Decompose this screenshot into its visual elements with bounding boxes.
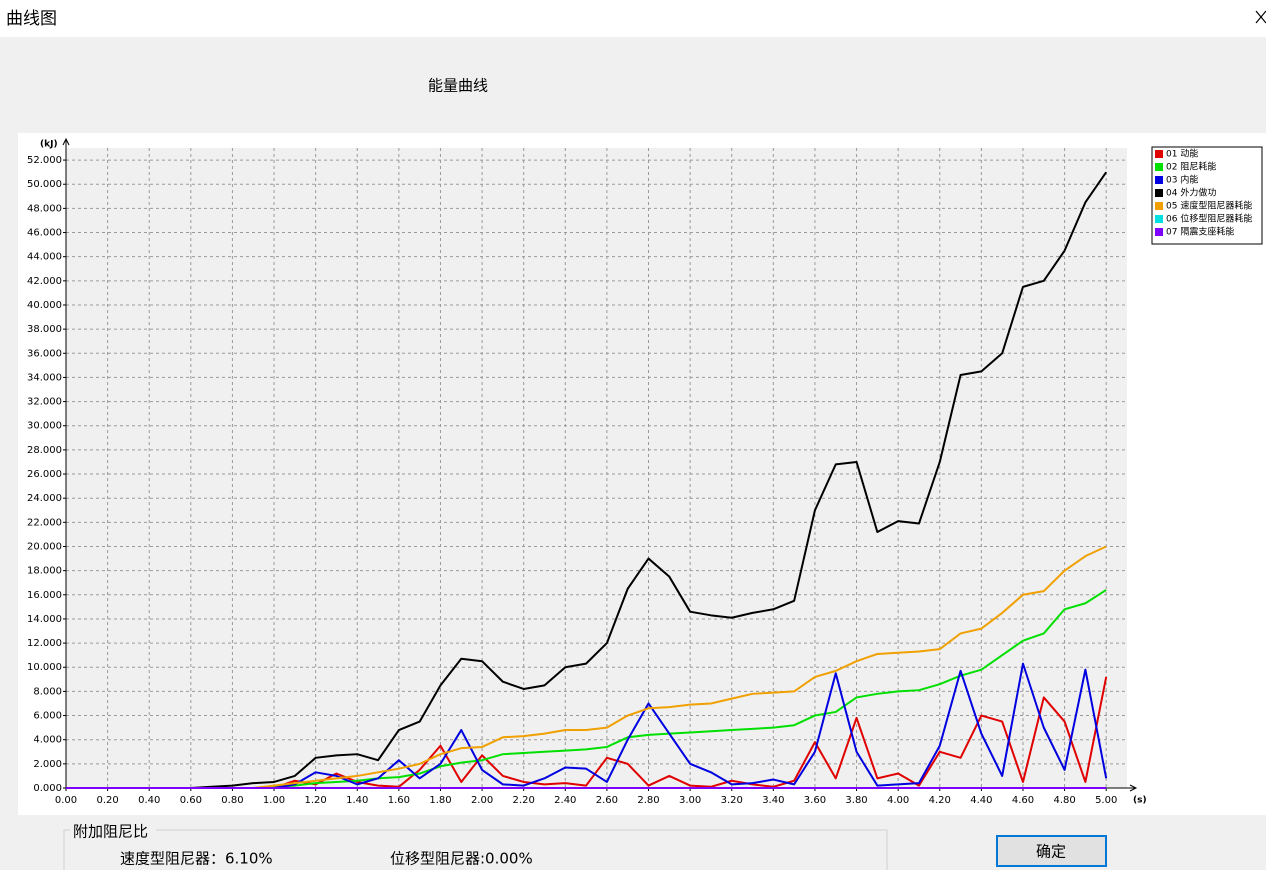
x-tick-label: 3.20 [721, 795, 743, 806]
legend-swatch [1155, 163, 1163, 171]
y-tick-label: 14.000 [27, 614, 62, 625]
y-tick-label: 22.000 [27, 517, 62, 528]
y-tick-label: 32.000 [27, 397, 62, 408]
y-tick-label: 18.000 [27, 566, 62, 577]
legend-swatch [1155, 189, 1163, 197]
x-tick-label: 2.80 [637, 795, 659, 806]
x-tick-label: 3.80 [845, 795, 867, 806]
legend-swatch [1155, 176, 1163, 184]
displacement-damper-ratio: 位移型阻尼器:0.00% [390, 850, 533, 868]
x-tick-label: 4.20 [929, 795, 951, 806]
y-tick-label: 52.000 [27, 155, 62, 166]
group-box [63, 829, 888, 870]
legend-label: 01 动能 [1166, 148, 1198, 160]
ok-button[interactable]: 确定 [996, 835, 1107, 867]
legend-label: 05 速度型阻尼器耗能 [1166, 200, 1252, 212]
y-tick-label: 26.000 [27, 469, 62, 480]
y-tick-label: 50.000 [27, 179, 62, 190]
y-tick-label: 12.000 [27, 638, 62, 649]
x-tick-label: 4.80 [1053, 795, 1075, 806]
x-axis-arrow [1129, 784, 1138, 792]
y-tick-label: 4.000 [33, 735, 62, 746]
title-bar [0, 0, 1266, 37]
y-tick-label: 42.000 [27, 276, 62, 287]
x-tick-label: 0.20 [96, 795, 118, 806]
legend-box [1151, 146, 1263, 245]
legend-label: 02 阻尼耗能 [1166, 161, 1216, 173]
x-tick-label: 4.00 [887, 795, 909, 806]
legend-swatch [1155, 202, 1163, 210]
y-tick-label: 2.000 [33, 759, 62, 770]
close-button[interactable] [1255, 10, 1266, 24]
x-tick-label: 5.00 [1095, 795, 1117, 806]
x-tick-label: 4.40 [970, 795, 992, 806]
y-tick-label: 6.000 [33, 711, 62, 722]
x-tick-label: 3.40 [762, 795, 784, 806]
x-tick-label: 2.00 [471, 795, 493, 806]
y-tick-label: 20.000 [27, 541, 62, 552]
y-axis-label: (kJ) [40, 140, 58, 150]
x-axis-label: (s) [1133, 796, 1147, 806]
x-tick-label: 3.60 [804, 795, 826, 806]
x-tick-label: 2.60 [596, 795, 618, 806]
y-tick-label: 28.000 [27, 445, 62, 456]
window-title: 曲线图 [6, 9, 57, 29]
y-tick-label: 10.000 [27, 662, 62, 673]
y-tick-label: 44.000 [27, 252, 62, 263]
x-tick-label: 2.40 [554, 795, 576, 806]
series-line [66, 171, 1108, 789]
y-tick-label: 16.000 [27, 590, 62, 601]
x-tick-label: 4.60 [1012, 795, 1034, 806]
x-tick-label: 1.20 [305, 795, 327, 806]
legend-swatch [1155, 228, 1163, 236]
y-tick-label: 34.000 [27, 372, 62, 383]
ok-button-label[interactable]: 确定 [1036, 843, 1066, 861]
legend-swatch [1155, 150, 1163, 158]
x-tick-label: 0.60 [180, 795, 202, 806]
legend-swatch [1155, 215, 1163, 223]
y-tick-label: 48.000 [27, 203, 62, 214]
x-tick-label: 0.40 [138, 795, 160, 806]
x-tick-label: 3.00 [679, 795, 701, 806]
y-tick-label: 24.000 [27, 493, 62, 504]
velocity-damper-ratio: 速度型阻尼器：6.10% [120, 850, 273, 868]
y-tick-label: 0.000 [33, 783, 62, 794]
chart: 0.000 2.000 4.000 6.000 8.000 10.000 12.000 14.… [27, 137, 1263, 806]
x-tick-label: 1.00 [263, 795, 285, 806]
y-tick-label: 36.000 [27, 348, 62, 359]
group-title-bg [70, 823, 156, 839]
ok-button-frame[interactable] [996, 835, 1107, 867]
x-tick-label: 0.00 [55, 795, 77, 806]
legend-label: 03 内能 [1166, 174, 1198, 186]
legend-label: 06 位移型阻尼器耗能 [1166, 213, 1252, 225]
y-tick-label: 46.000 [27, 228, 62, 239]
legend-label: 07 隔震支座耗能 [1166, 226, 1234, 238]
x-tick-label: 2.20 [513, 795, 535, 806]
legend-label: 04 外力做功 [1166, 187, 1216, 199]
y-axis-arrow [62, 137, 70, 146]
y-tick-label: 30.000 [27, 421, 62, 432]
y-tick-label: 38.000 [27, 324, 62, 335]
group-title: 附加阻尼比 [73, 823, 148, 841]
x-tick-label: 1.60 [388, 795, 410, 806]
y-tick-label: 8.000 [33, 686, 62, 697]
x-tick-label: 1.40 [346, 795, 368, 806]
y-tick-label: 40.000 [27, 300, 62, 311]
chart-title: 能量曲线 [428, 77, 488, 95]
x-tick-label: 1.80 [429, 795, 451, 806]
x-tick-label: 0.80 [221, 795, 243, 806]
plot-area [66, 148, 1127, 788]
